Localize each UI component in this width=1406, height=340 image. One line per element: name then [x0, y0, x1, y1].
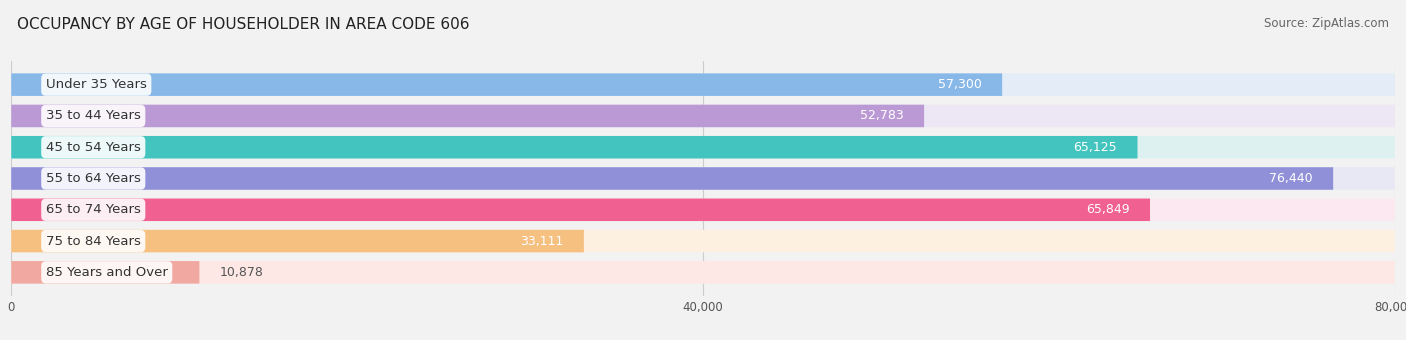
- Text: 65,125: 65,125: [1073, 141, 1116, 154]
- FancyBboxPatch shape: [11, 167, 1333, 190]
- Text: 55 to 64 Years: 55 to 64 Years: [46, 172, 141, 185]
- FancyBboxPatch shape: [11, 136, 1137, 158]
- Text: Source: ZipAtlas.com: Source: ZipAtlas.com: [1264, 17, 1389, 30]
- Text: 76,440: 76,440: [1268, 172, 1312, 185]
- Text: OCCUPANCY BY AGE OF HOUSEHOLDER IN AREA CODE 606: OCCUPANCY BY AGE OF HOUSEHOLDER IN AREA …: [17, 17, 470, 32]
- FancyBboxPatch shape: [11, 136, 1395, 158]
- Text: 52,783: 52,783: [859, 109, 903, 122]
- FancyBboxPatch shape: [11, 167, 1395, 190]
- FancyBboxPatch shape: [11, 199, 1150, 221]
- Text: 57,300: 57,300: [938, 78, 981, 91]
- FancyBboxPatch shape: [11, 261, 1395, 284]
- Text: 75 to 84 Years: 75 to 84 Years: [46, 235, 141, 248]
- FancyBboxPatch shape: [11, 105, 1395, 127]
- FancyBboxPatch shape: [11, 73, 1395, 96]
- Text: 45 to 54 Years: 45 to 54 Years: [46, 141, 141, 154]
- FancyBboxPatch shape: [11, 261, 200, 284]
- FancyBboxPatch shape: [11, 105, 924, 127]
- Text: 65 to 74 Years: 65 to 74 Years: [46, 203, 141, 216]
- Text: Under 35 Years: Under 35 Years: [46, 78, 146, 91]
- Text: 10,878: 10,878: [221, 266, 264, 279]
- Text: 65,849: 65,849: [1085, 203, 1129, 216]
- Text: 85 Years and Over: 85 Years and Over: [46, 266, 167, 279]
- FancyBboxPatch shape: [11, 230, 1395, 252]
- FancyBboxPatch shape: [11, 73, 1002, 96]
- FancyBboxPatch shape: [11, 230, 583, 252]
- Text: 35 to 44 Years: 35 to 44 Years: [46, 109, 141, 122]
- Text: 33,111: 33,111: [520, 235, 564, 248]
- FancyBboxPatch shape: [11, 199, 1395, 221]
